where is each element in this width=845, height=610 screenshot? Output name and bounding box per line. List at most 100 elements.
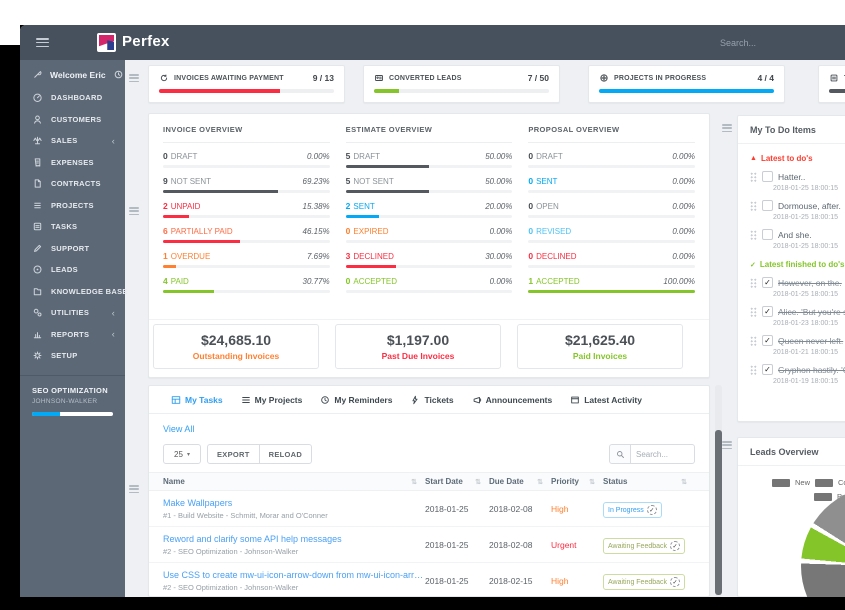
check-icon[interactable]: ✓ (670, 577, 681, 588)
sidebar-welcome[interactable]: Welcome Eric (20, 60, 125, 87)
drag-dots-icon[interactable] (750, 171, 757, 182)
check-icon[interactable]: ✓ (646, 505, 657, 516)
todo-date: 2018-01-25 18:00:15 (773, 243, 838, 250)
tab-my-tasks[interactable]: My Tasks (171, 395, 223, 405)
todo-checkbox-checked[interactable]: ✓ (762, 277, 773, 288)
drag-dots-icon[interactable] (750, 306, 757, 317)
todo-checkbox[interactable] (762, 200, 773, 211)
todo-checkbox[interactable] (762, 229, 773, 240)
task-link[interactable]: Reword and clarify some API help message… (163, 533, 342, 544)
overview-row: 0 OPEN 0.00% (528, 201, 696, 218)
tab-tickets[interactable]: Tickets (410, 395, 454, 405)
drag-dots-icon[interactable] (750, 229, 757, 240)
column-header-status[interactable]: Status ⇅ (603, 477, 687, 486)
sort-icon: ⇅ (681, 478, 687, 486)
global-search-input[interactable] (720, 33, 835, 52)
table-row[interactable]: Make Wallpapers #1 - Build Website - Schm… (149, 491, 709, 527)
projects-icon (34, 202, 41, 209)
todo-date: 2018-01-23 18:00:15 (773, 320, 838, 327)
proposal-overview: PROPOSAL OVERVIEW 0 DRAFT 0.00% 0 SENT 0.00%… (528, 125, 696, 293)
scrollbar-thumb[interactable] (715, 430, 722, 595)
scrollbar[interactable] (715, 385, 722, 597)
task-link[interactable]: Make Wallpapers (163, 497, 233, 508)
drag-dots-icon[interactable] (750, 277, 757, 288)
drag-handle-icon[interactable] (129, 207, 139, 215)
drag-handle-icon[interactable] (129, 485, 139, 493)
todo-checkbox[interactable] (762, 171, 773, 182)
setup-icon (33, 351, 42, 360)
widget-progress-bar (159, 89, 334, 93)
todo-checkbox-checked[interactable]: ✓ (762, 335, 773, 346)
overview-row: 0 DRAFT 0.00% (528, 151, 696, 168)
tab-my-projects[interactable]: My Projects (241, 395, 302, 405)
tasks-panel: My Tasks My Projects My Reminders Ticket… (148, 385, 710, 597)
perfex-logo (97, 33, 116, 52)
menu-toggle-icon[interactable] (36, 38, 49, 47)
leads-icon (33, 265, 42, 274)
check-icon[interactable]: ✓ (670, 541, 681, 552)
sidebar-item-reports[interactable]: REPORTS ‹ (20, 324, 125, 346)
drag-dots-icon[interactable] (750, 364, 757, 375)
sidebar-item-customers[interactable]: CUSTOMERS (20, 109, 125, 131)
export-button[interactable]: EXPORT (207, 444, 260, 464)
status-badge[interactable]: Awaiting Feedback ✓ (603, 574, 686, 591)
sidebar-item-tasks[interactable]: TASKS (20, 216, 125, 238)
table-row[interactable]: Reword and clarify some API help message… (149, 527, 709, 563)
todo-checkbox-checked[interactable]: ✓ (762, 364, 773, 375)
project-title: SEO OPTIMIZATION (32, 385, 108, 395)
sidebar-item-leads[interactable]: LEADS (20, 259, 125, 281)
todo-checkbox-checked[interactable]: ✓ (762, 306, 773, 317)
column-header-due-date[interactable]: Due Date ⇅ (489, 477, 543, 486)
past-due-invoices-total[interactable]: $1,197.00 Past Due Invoices (335, 324, 501, 369)
sidebar-item-sales[interactable]: SALES ‹ (20, 130, 125, 152)
priority: Urgent (551, 539, 577, 550)
table-header: Name ⇅ Start Date ⇅ Due Date ⇅ Priority ⇅ St… (149, 472, 709, 491)
clock-icon[interactable] (113, 69, 124, 80)
drag-handle-icon[interactable] (129, 74, 139, 82)
gauge-icon (33, 93, 42, 103)
sidebar-item-projects[interactable]: PROJECTS (20, 195, 125, 217)
tab-latest-activity[interactable]: Latest Activity (570, 395, 642, 405)
drag-handle-icon[interactable] (722, 124, 732, 132)
sidebar-item-contracts[interactable]: CONTRACTS (20, 173, 125, 195)
sidebar-item-dashboard[interactable]: DASHBOARD (20, 87, 125, 109)
paid-invoices-total[interactable]: $21,625.40 Paid Invoices (517, 324, 683, 369)
sidebar-item-utilities[interactable]: UTILITIES ‹ (20, 302, 125, 324)
utilities-icon (33, 309, 42, 317)
outstanding-invoices-total[interactable]: $24,685.10 Outstanding Invoices (153, 324, 319, 369)
due-date: 2018-02-08 (489, 503, 533, 514)
widget-projects-in-progress[interactable]: PROJECTS IN PROGRESS 4 / 4 (588, 65, 785, 103)
sidebar-item-setup[interactable]: SETUP (20, 345, 125, 367)
view-all-link[interactable]: View All (163, 424, 195, 434)
widget-invoices-awaiting-payment[interactable]: INVOICES AWAITING PAYMENT 9 / 13 (148, 65, 345, 103)
sidebar-item-expenses[interactable]: EXPENSES (20, 152, 125, 174)
status-badge[interactable]: In Progress ✓ (603, 502, 662, 519)
reload-button[interactable]: RELOAD (258, 444, 313, 464)
table-row[interactable]: Use CSS to create mw-ui-icon-arrow-down … (149, 563, 709, 596)
tasks-icon (33, 223, 42, 231)
tabs-bar: My Tasks My Projects My Reminders Ticket… (149, 386, 709, 414)
drag-dots-icon[interactable] (750, 335, 757, 346)
todo-date: 2018-01-21 18:00:15 (773, 349, 838, 356)
tab-announcements[interactable]: Announcements (472, 395, 552, 405)
todo-item-finished: ✓Alice. 'But you're so easily2018-01-23 … (750, 306, 845, 327)
sidebar-project-progress[interactable]: SEO OPTIMIZATION JOHNSON-WALKER (20, 376, 125, 426)
column-header-priority[interactable]: Priority ⇅ (551, 477, 595, 486)
status-badge[interactable]: Awaiting Feedback ✓ (603, 538, 686, 555)
column-header-name[interactable]: Name ⇅ (163, 477, 417, 486)
legend-swatch (772, 478, 790, 487)
todo-title: My To Do Items (750, 125, 816, 135)
widget-tasks[interactable]: TASKS (818, 65, 845, 103)
sidebar-item-knowledge-base[interactable]: KNOWLEDGE BASE (20, 281, 127, 303)
widget-converted-leads[interactable]: CONVERTED LEADS 7 / 50 (363, 65, 560, 103)
drag-handle-icon[interactable] (722, 441, 732, 449)
page-size-select[interactable]: 25 ▾ (163, 444, 201, 464)
task-link[interactable]: Use CSS to create mw-ui-icon-arrow-down … (163, 569, 425, 580)
overview-row: 9 NOT SENT 69.23% (163, 176, 330, 193)
search-icon[interactable] (609, 444, 631, 464)
table-search-input[interactable] (631, 444, 695, 464)
sidebar-item-support[interactable]: SUPPORT (20, 238, 125, 260)
tab-my-reminders[interactable]: My Reminders (320, 395, 392, 405)
drag-dots-icon[interactable] (750, 200, 757, 211)
column-header-start-date[interactable]: Start Date ⇅ (425, 477, 481, 486)
